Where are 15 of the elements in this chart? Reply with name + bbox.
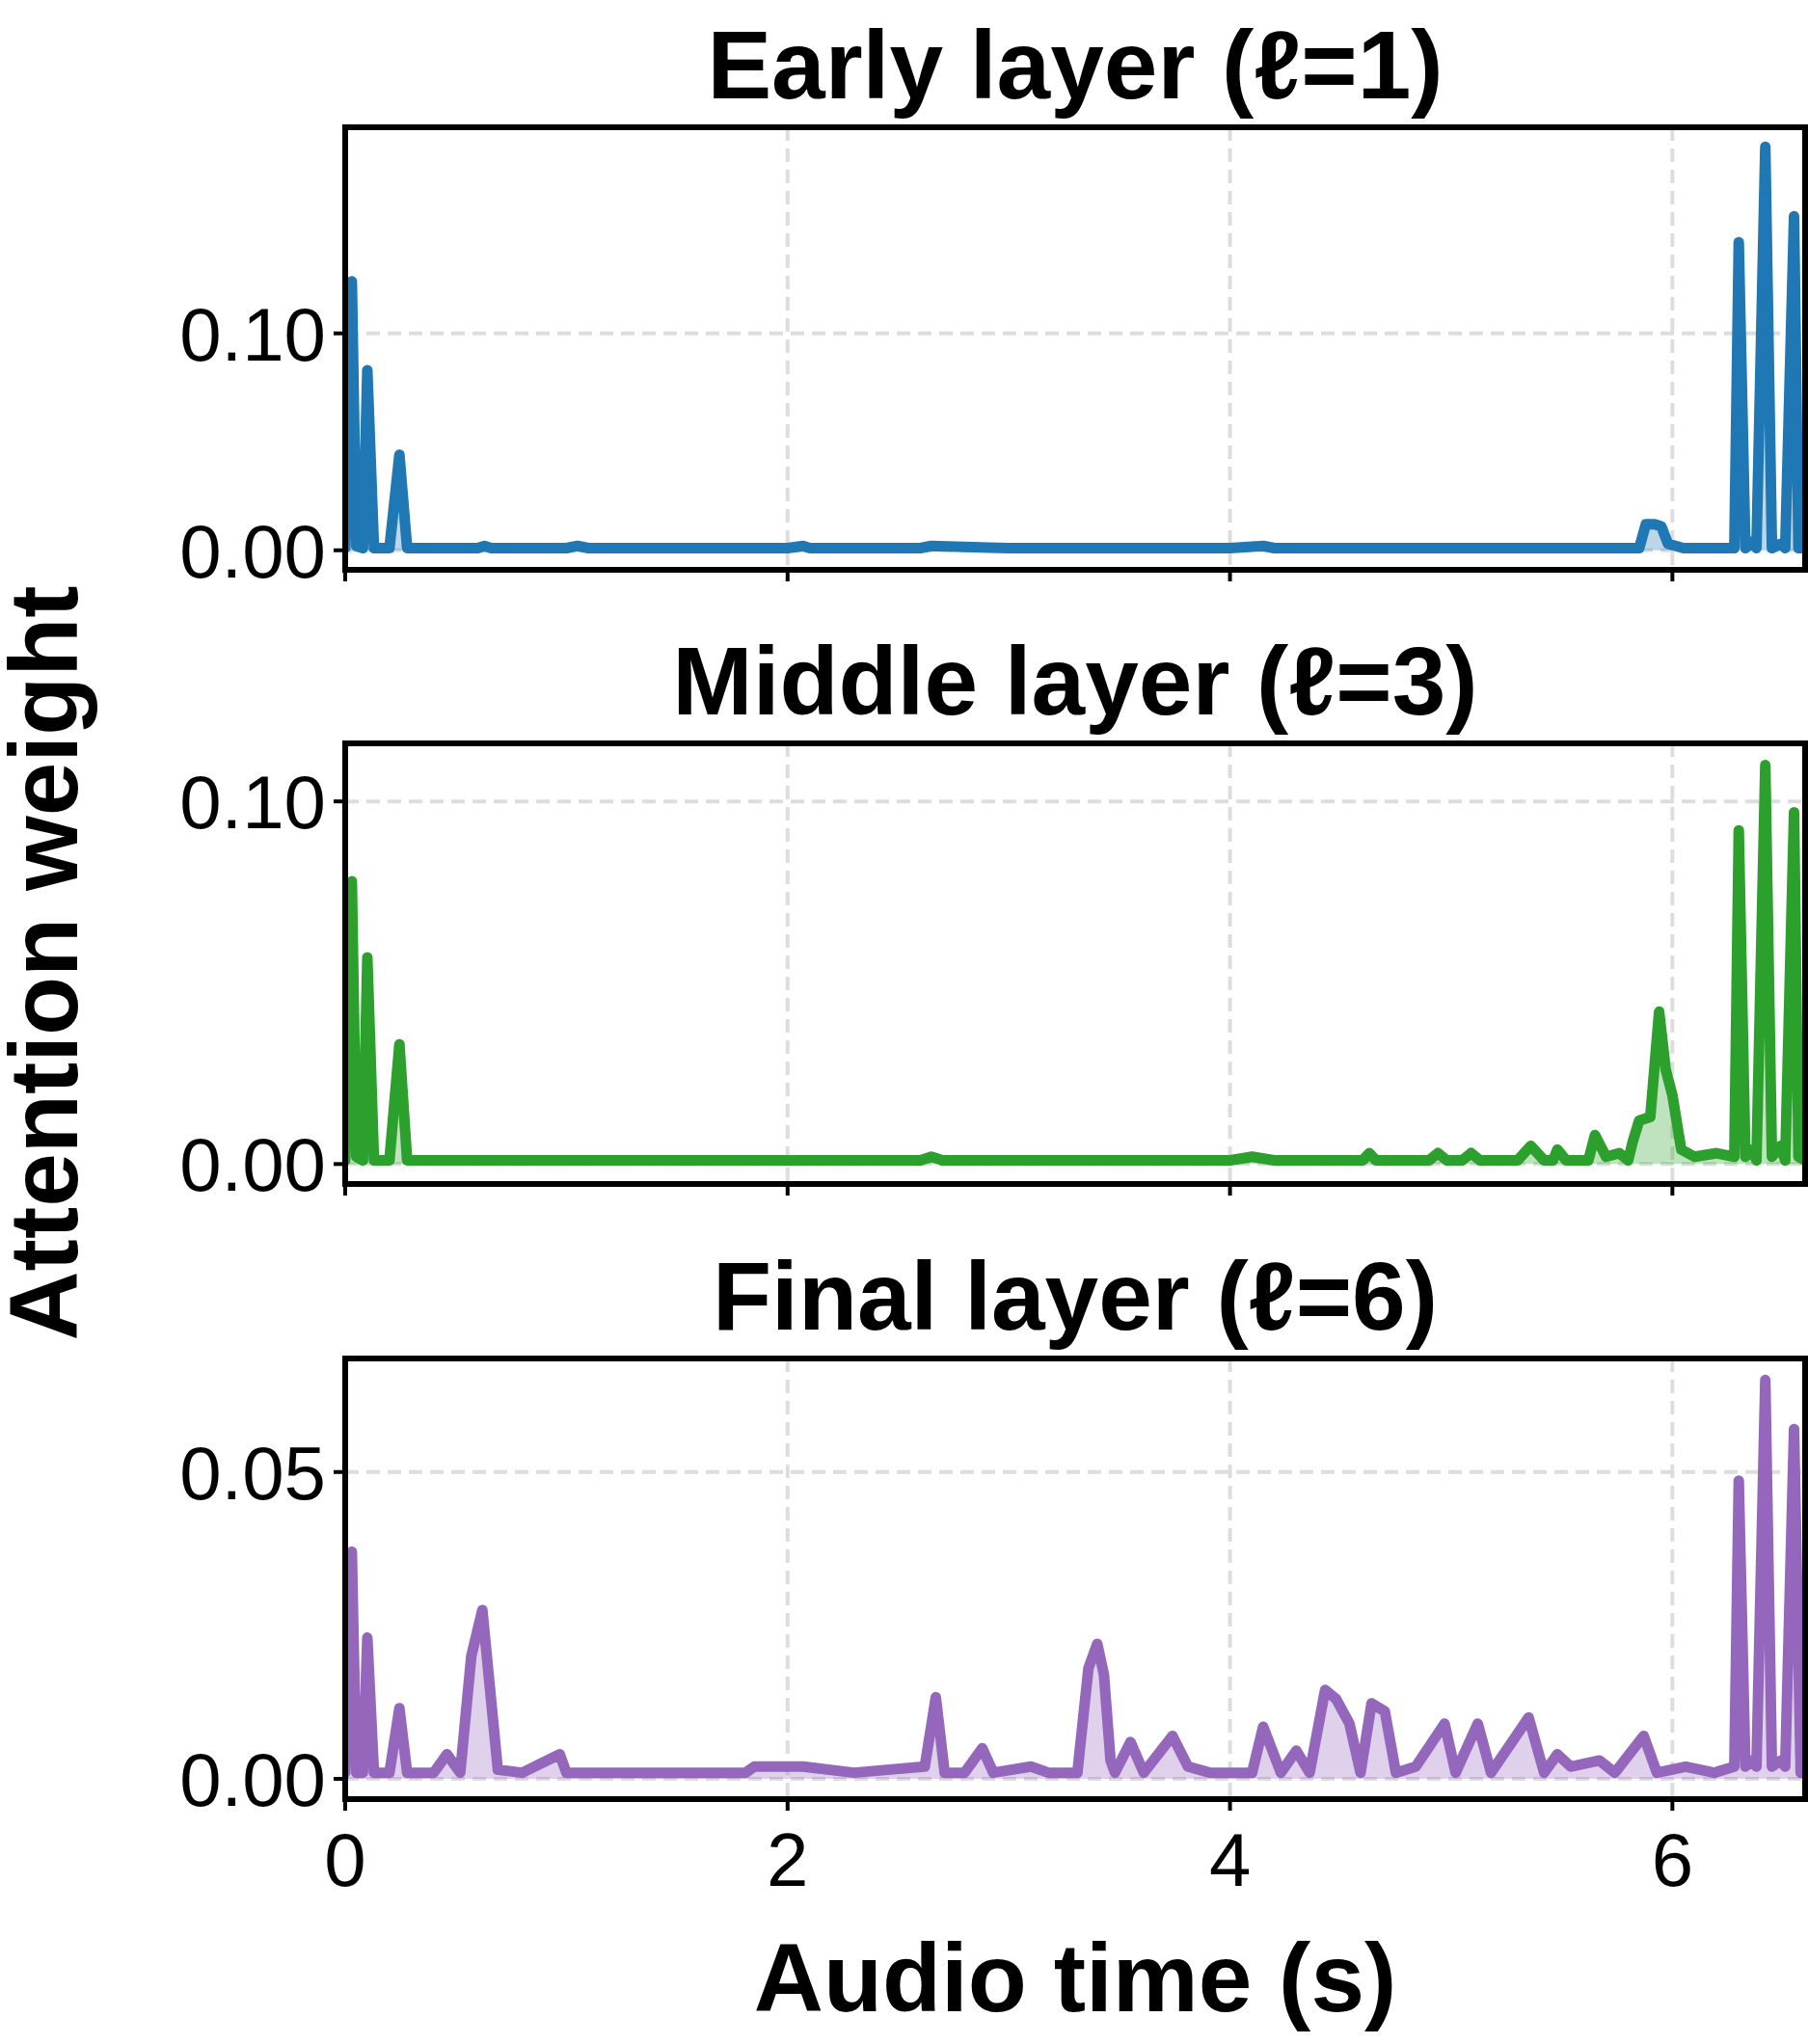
y-tick-label: 0.00	[179, 1737, 326, 1823]
y-tick-label: 0.10	[179, 291, 326, 377]
chart-title: Middle layer (ℓ=3)	[672, 627, 1478, 735]
x-tick-label: 2	[767, 1817, 809, 1902]
y-tick-label: 0.05	[179, 1430, 326, 1516]
chart-title: Final layer (ℓ=6)	[713, 1242, 1438, 1350]
x-tick-label: 0	[324, 1817, 366, 1902]
x-tick-label: 4	[1208, 1817, 1252, 1902]
y-tick-label: 0.00	[179, 1122, 326, 1208]
chart-title: Early layer (ℓ=1)	[707, 11, 1444, 119]
y-axis-title: Attention weight	[0, 585, 97, 1341]
y-tick-label: 0.00	[179, 508, 326, 594]
y-tick-label: 0.10	[179, 760, 326, 846]
x-axis-title: Audio time (s)	[753, 1923, 1397, 2031]
x-tick-label: 6	[1651, 1817, 1694, 1902]
